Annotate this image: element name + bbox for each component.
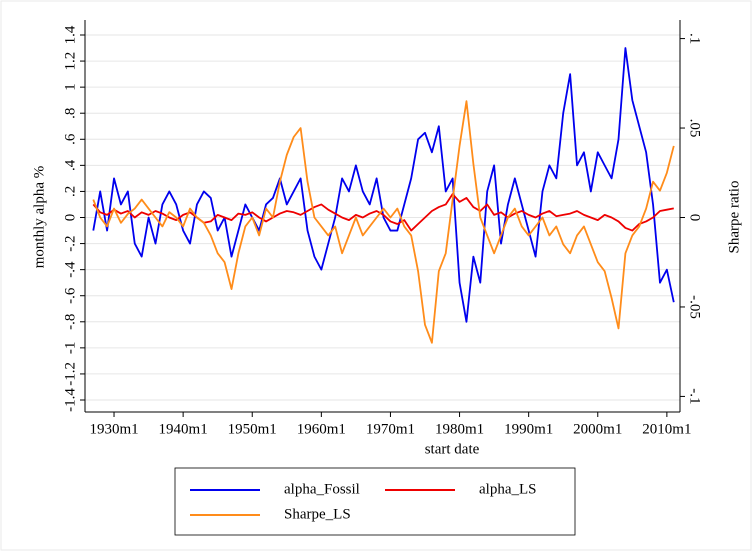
y-tick-label: .4 (62, 159, 78, 171)
y-tick-label: -.6 (62, 287, 78, 304)
legend-label: alpha_Fossil (284, 481, 360, 497)
y-tick-label: -1.2 (62, 362, 78, 386)
x-tick-label: 1960m1 (297, 421, 346, 437)
y-tick-label: 1 (62, 83, 78, 91)
x-tick-label: 1940m1 (159, 421, 208, 437)
y2-tick-label: .1 (687, 33, 703, 44)
y-tick-label: -1.4 (62, 388, 78, 412)
y-tick-label: .2 (62, 186, 78, 197)
x-tick-label: 1970m1 (366, 421, 415, 437)
x-axis-title: start date (425, 441, 480, 457)
legend (174, 467, 576, 536)
y2-tick-label: .05 (687, 119, 703, 138)
series-line (92, 100, 675, 344)
y-tick-label: 0 (62, 214, 78, 222)
y-tick-label: .8 (62, 108, 78, 119)
y-tick-label: -1 (62, 342, 78, 355)
y-axis-title: monthly alpha % (31, 166, 47, 268)
legend-label: alpha_LS (479, 481, 537, 497)
y-tick-label: -.8 (62, 314, 78, 330)
y-tick-label: -.2 (62, 235, 78, 251)
x-tick-label: 1950m1 (228, 421, 277, 437)
y-tick-label: -.4 (62, 261, 78, 278)
y2-tick-label: 0 (687, 214, 703, 222)
y2-tick-label: -.1 (687, 388, 703, 404)
x-tick-label: 1930m1 (89, 421, 138, 437)
x-tick-label: 1980m1 (435, 421, 484, 437)
y-tick-label: 1.4 (62, 25, 78, 44)
y-tick-label: 1.2 (62, 52, 78, 71)
x-tick-label: 2010m1 (642, 421, 691, 437)
x-tick-label: 2000m1 (573, 421, 622, 437)
series-line (92, 193, 674, 232)
y2-axis-title: Sharpe ratio (726, 181, 742, 254)
x-tick-label: 1990m1 (504, 421, 553, 437)
y-tick-label: .6 (62, 133, 78, 145)
legend-label: Sharpe_LS (284, 506, 351, 522)
y2-tick-label: -.05 (687, 295, 703, 319)
series-line (92, 47, 675, 323)
